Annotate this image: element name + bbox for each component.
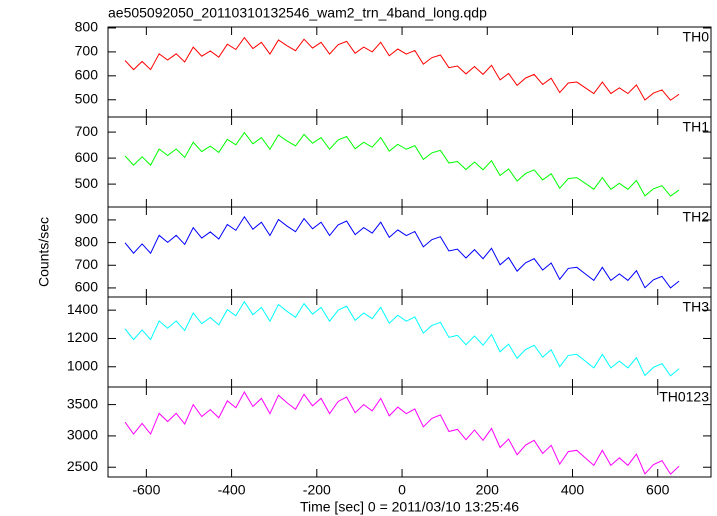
y-tick-label: 500: [75, 175, 99, 191]
panel-label: TH1: [683, 119, 710, 135]
y-tick-label: 3000: [67, 427, 98, 443]
y-tick-label: 1000: [67, 357, 98, 373]
y-tick-label: 1400: [67, 301, 98, 317]
x-axis-label: Time [sec] 0 = 2011/03/10 13:25:46: [300, 499, 519, 515]
x-tick-label: -400: [218, 482, 246, 498]
y-tick-label: 2500: [67, 458, 98, 474]
panel-label: TH0: [683, 29, 710, 45]
panel-frame: [107, 26, 712, 118]
data-line: [124, 36, 680, 101]
y-tick-label: 700: [75, 123, 99, 139]
data-line: [124, 391, 680, 475]
y-tick-label: 600: [75, 67, 99, 83]
y-tick-label: 900: [75, 211, 99, 227]
y-tick-label: 700: [75, 256, 99, 272]
y-tick-label: 800: [75, 233, 99, 249]
y-tick-label: 800: [75, 19, 99, 35]
data-line: [124, 131, 680, 197]
y-axis-label: Counts/sec: [36, 217, 52, 287]
data-line: [124, 215, 680, 289]
panel-frame: [107, 206, 712, 298]
chart-title: ae505092050_20110310132546_wam2_trn_4ban…: [108, 5, 487, 21]
x-tick-label: 200: [476, 482, 500, 498]
x-tick-label: -200: [303, 482, 331, 498]
x-tick-label: 600: [646, 482, 670, 498]
panel-frame: [107, 296, 712, 388]
x-tick-label: -600: [132, 482, 160, 498]
y-tick-label: 1200: [67, 329, 98, 345]
x-tick-label: 0: [398, 482, 406, 498]
y-tick-label: 700: [75, 43, 99, 59]
data-line: [124, 300, 680, 377]
y-tick-label: 3500: [67, 395, 98, 411]
y-tick-label: 600: [75, 149, 99, 165]
y-tick-label: 600: [75, 279, 99, 295]
panel-frame: [107, 116, 712, 208]
panel-label: TH2: [683, 209, 710, 225]
y-tick-label: 500: [75, 90, 99, 106]
panel-label: TH3: [683, 299, 710, 315]
panel-frame: [107, 386, 712, 478]
panel-label: TH0123: [659, 389, 709, 405]
x-tick-label: 400: [561, 482, 585, 498]
